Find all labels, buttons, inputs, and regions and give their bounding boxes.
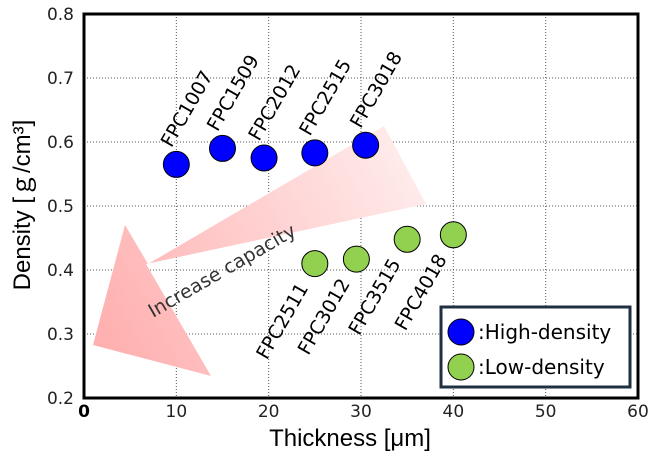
legend: :High-density :Low-density xyxy=(439,305,632,389)
x-tick-label: 10 xyxy=(166,402,188,422)
x-tick-label: 60 xyxy=(627,402,649,422)
increase-capacity-arrow xyxy=(93,126,426,376)
plot-border xyxy=(82,12,640,400)
legend-label-high-density: :High-density xyxy=(478,320,611,344)
y-axis-label: Density [ｇ/cm³] xyxy=(9,120,36,291)
y-tick-label: 0.7 xyxy=(47,69,74,89)
x-tick-label: 0 xyxy=(78,402,90,422)
data-point-FPC1509 xyxy=(209,134,236,162)
data-point-FPC3012 xyxy=(342,245,370,273)
data-point-FPC2511 xyxy=(301,250,329,278)
y-tick-label: 0.8 xyxy=(47,5,74,25)
legend-marker-low-density xyxy=(447,353,475,381)
legend-label-low-density: :Low-density xyxy=(478,355,605,379)
data-point-FPC4018 xyxy=(439,221,467,249)
data-points xyxy=(162,131,467,278)
x-axis-label: Thickness [μm] xyxy=(269,425,431,452)
y-tick-label: 0.4 xyxy=(47,261,74,281)
legend-box xyxy=(439,305,632,389)
data-point-FPC3018 xyxy=(352,131,380,159)
data-point-FPC1007 xyxy=(162,150,190,178)
y-tick-label: 0.5 xyxy=(47,197,74,217)
x-tick-label: 40 xyxy=(443,402,465,422)
x-axis-ticks: 0 10 20 30 40 50 60 xyxy=(78,402,649,422)
data-point-FPC2515 xyxy=(301,139,329,167)
x-tick-label: 50 xyxy=(535,402,557,422)
legend-marker-high-density xyxy=(447,318,475,346)
data-point-FPC2012 xyxy=(250,144,278,172)
y-tick-label: 0.6 xyxy=(47,133,74,153)
x-tick-label: 30 xyxy=(350,402,372,422)
y-tick-label: 0.3 xyxy=(47,325,74,345)
data-point-FPC3515 xyxy=(393,225,421,253)
x-tick-label: 20 xyxy=(258,402,280,422)
y-tick-label: 0.2 xyxy=(47,389,74,409)
y-axis-ticks: 0.2 0.3 0.4 0.5 0.6 0.7 0.8 xyxy=(47,5,74,409)
